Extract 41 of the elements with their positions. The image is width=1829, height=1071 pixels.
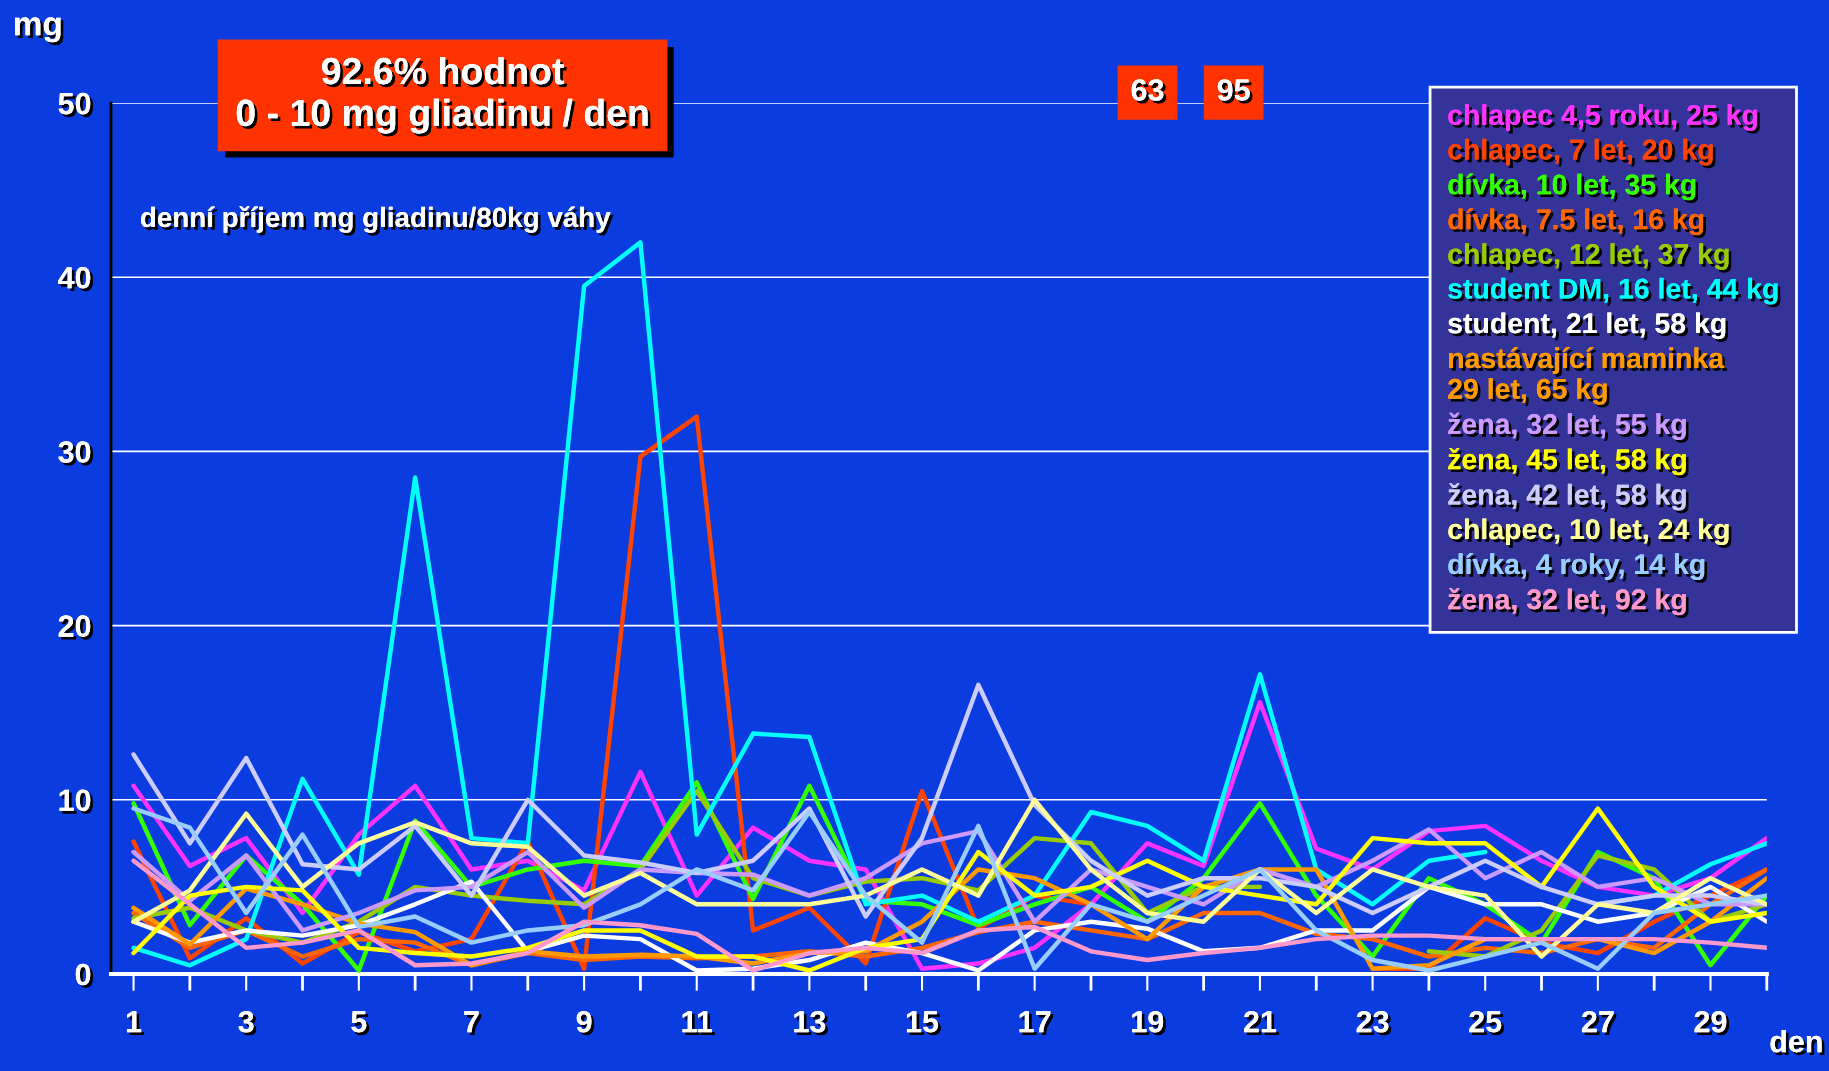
text: 95 bbox=[1217, 79, 1253, 104]
text: žena, 32 let, 55 kg bbox=[1448, 412, 1689, 443]
x-tick-label: 11 bbox=[682, 1011, 715, 1035]
x-tick-label: 3 bbox=[238, 1010, 257, 1036]
x-tick-label: 7 bbox=[464, 1011, 482, 1035]
text: žena, 32 let, 92 kg bbox=[1448, 587, 1689, 619]
text: student DM, 16 let, 44 kg bbox=[1448, 277, 1781, 308]
y-tick-label: 0 bbox=[75, 963, 94, 989]
text: chlapec, 12 let, 37 kg bbox=[1448, 243, 1732, 273]
x-tick-label: 9 bbox=[576, 1010, 595, 1036]
text: žena, 45 let, 58 kg bbox=[1448, 447, 1689, 478]
x-tick-label: 13 bbox=[794, 1010, 829, 1036]
y-tick-label: 30 bbox=[58, 441, 94, 466]
x-tick-label: 15 bbox=[906, 1011, 941, 1036]
text: chlapec, 7 let, 20 kg bbox=[1448, 138, 1716, 169]
y-tick-label: 50 bbox=[58, 92, 94, 118]
text: dívka, 4 roky, 14 kg bbox=[1448, 553, 1708, 583]
text: žena, 42 let, 58 kg bbox=[1448, 483, 1689, 514]
x-tick-label: 5 bbox=[351, 1011, 370, 1036]
text: chlapec 4,5 roku, 25 kg bbox=[1448, 104, 1760, 134]
y-tick-label: 10 bbox=[59, 789, 94, 814]
text: student, 21 let, 58 kg bbox=[1448, 312, 1729, 342]
x-tick-label: 23 bbox=[1356, 1010, 1392, 1036]
x-tick-label: 21 bbox=[1244, 1010, 1279, 1035]
x-tick-label: 27 bbox=[1581, 1010, 1617, 1035]
text: dívka, 7.5 let, 16 kg bbox=[1448, 208, 1707, 238]
x-tick-label: 19 bbox=[1132, 1010, 1166, 1036]
chart-title: 92.6% hodnot 0 - 10 mg gliadinu / den bbox=[236, 56, 651, 137]
text: 63 bbox=[1131, 79, 1167, 104]
text: chlapec, 10 let, 24 kg bbox=[1448, 518, 1732, 548]
x-axis-title: den bbox=[1770, 1029, 1825, 1056]
x-tick-label: 1 bbox=[126, 1011, 144, 1035]
y-axis-title: mg bbox=[15, 17, 64, 46]
text: nastávající maminka 29 let, 65 kg bbox=[1448, 347, 1728, 408]
y-tick-label: 40 bbox=[58, 266, 94, 292]
text: dívka, 10 let, 35 kg bbox=[1448, 173, 1699, 204]
y-tick-label: 20 bbox=[58, 615, 94, 640]
x-tick-label: 25 bbox=[1469, 1010, 1505, 1036]
text: denní příjem mg gliadinu/80kg váhy bbox=[141, 206, 614, 236]
x-tick-label: 17 bbox=[1019, 1011, 1054, 1035]
x-tick-label: 29 bbox=[1694, 1010, 1730, 1036]
